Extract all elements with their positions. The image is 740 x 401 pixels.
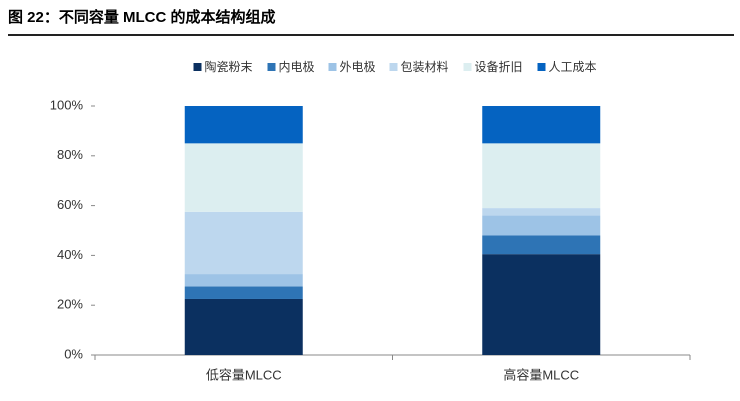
bar-segment — [184, 143, 303, 212]
chart-title: 图 22：不同容量 MLCC 的成本结构组成 — [8, 8, 276, 26]
legend-swatch — [193, 63, 202, 71]
x-tick-label: 高容量MLCC — [503, 367, 579, 382]
legend-label: 外电极 — [340, 60, 376, 74]
bar-segment — [482, 215, 601, 236]
bar-segment — [184, 286, 303, 299]
legend-label: 设备折旧 — [475, 59, 523, 74]
y-tick-label: 100% — [50, 97, 84, 112]
bar-segment — [482, 254, 601, 355]
bar-segment — [184, 274, 303, 287]
bar-segment — [184, 298, 303, 355]
y-tick-label: 0% — [64, 346, 83, 361]
y-tick-label: 20% — [57, 297, 83, 312]
y-tick-label: 60% — [57, 197, 83, 212]
bar-segment — [184, 211, 303, 275]
legend-swatch — [537, 63, 546, 71]
legend-swatch — [328, 63, 337, 71]
bar-segment — [482, 208, 601, 216]
bar-segment — [482, 143, 601, 209]
legend-label: 内电极 — [279, 60, 315, 74]
bar-segment — [482, 106, 601, 144]
legend-swatch — [463, 63, 472, 71]
legend-label: 人工成本 — [549, 60, 597, 74]
y-tick-label: 80% — [57, 147, 83, 162]
y-tick-label: 40% — [57, 247, 83, 262]
bar-segment — [184, 106, 303, 144]
bar-segment — [482, 235, 601, 255]
legend-label: 包装材料 — [401, 60, 449, 74]
legend-swatch — [389, 63, 398, 71]
legend-swatch — [267, 63, 276, 71]
x-tick-label: 低容量MLCC — [206, 367, 282, 382]
legend-label: 陶瓷粉末 — [205, 59, 253, 74]
